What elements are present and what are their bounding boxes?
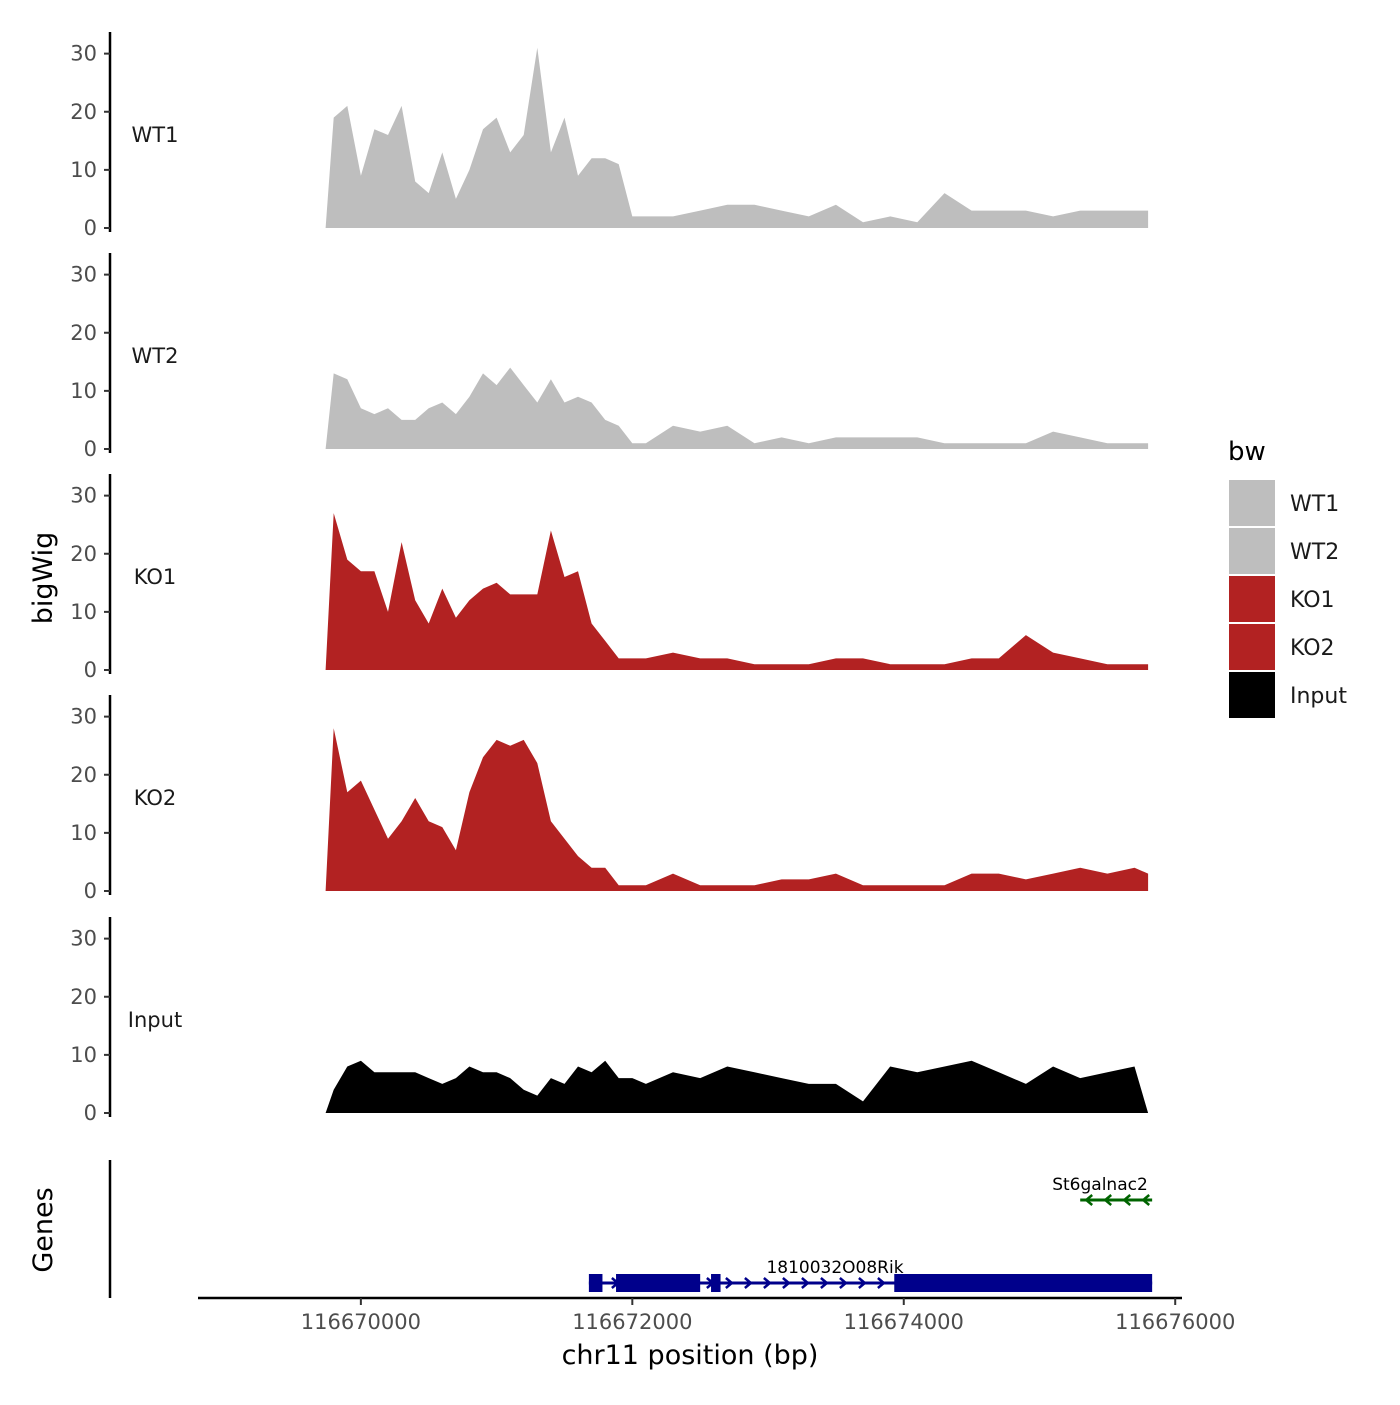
gene-exon [588,1274,603,1292]
legend-item-wt2: WT2 [1229,528,1339,574]
y-tick-label: 10 [70,821,97,845]
track-area-ko2 [325,728,1149,891]
strand-arrow [839,1277,848,1289]
legend-label: Input [1290,684,1347,709]
legend-item-input: Input [1229,672,1347,718]
x-axis-title: chr11 position (bp) [562,1340,819,1371]
track-label-input: Input [128,1008,182,1032]
track-panel-input: 0 10 20 30 Input [70,917,1149,1125]
track-area-wt1 [325,47,1149,228]
strand-arrow [820,1277,829,1289]
y-tick-label: 0 [84,879,97,903]
strand-arrow [763,1277,772,1289]
track-area-input [325,1060,1149,1113]
y-tick-label: 30 [70,927,97,951]
strand-arrow [744,1277,753,1289]
y-tick-label: 20 [70,763,97,787]
y-tick-label: 30 [70,42,97,66]
x-tick-label: 116670000 [301,1310,421,1334]
legend-swatch [1229,624,1275,670]
x-tick-label: 116676000 [1115,1310,1235,1334]
strand-arrow [877,1277,886,1289]
legend-title: bw [1228,437,1266,467]
legend-label: KO1 [1290,588,1335,613]
y-tick-label: 0 [84,216,97,240]
strand-arrow [782,1277,791,1289]
y-tick-label: 30 [70,263,97,287]
strand-arrow [1122,1194,1132,1206]
gene-exon [711,1274,721,1292]
track-area-wt2 [325,367,1149,449]
gene-exon [616,1274,701,1292]
strand-arrow [1084,1194,1094,1206]
gene-label: St6galnac2 [1052,1175,1148,1195]
legend-item-ko2: KO2 [1229,624,1335,670]
tracks-layer: 0 10 20 30 WT1 0 10 20 30 WT2 0 10 20 30 KO1 0 10 20 30 KO2… [70,32,1149,1125]
track-panel-ko1: 0 10 20 30 KO1 [70,474,1149,682]
y-tick-label: 20 [70,100,97,124]
track-area-ko1 [325,513,1149,670]
y-tick-label: 20 [70,321,97,345]
y-tick-label: 10 [70,600,97,624]
track-label-wt1: WT1 [132,123,179,147]
y-tick-label: 0 [84,437,97,461]
y-tick-label: 0 [84,1101,97,1125]
strand-arrow [858,1277,867,1289]
legend-swatch [1229,528,1275,574]
x-tick-label: 116674000 [844,1310,964,1334]
y-tick-label: 0 [84,658,97,682]
y-tick-label: 10 [70,379,97,403]
gene-label: 1810032O08Rik [766,1258,903,1278]
strand-arrow [801,1277,810,1289]
strand-arrow [1103,1194,1113,1206]
y-tick-label: 20 [70,542,97,566]
legend: WT1 WT2 KO1 KO2 Input [1229,480,1347,718]
track-label-wt2: WT2 [132,344,179,368]
y-tick-label: 30 [70,705,97,729]
track-label-ko2: KO2 [134,786,177,810]
y-tick-label: 10 [70,1043,97,1067]
gene-st6galnac2: St6galnac2 [1052,1175,1153,1206]
track-label-ko1: KO1 [134,565,177,589]
y-tick-label: 30 [70,484,97,508]
genes-layer: 1810032O08Rik St6galnac2 [108,1160,1153,1298]
legend-label: KO2 [1290,636,1335,661]
genes-axis-title: Genes [28,1187,59,1272]
gene-exon [894,1274,1153,1292]
track-panel-ko2: 0 10 20 30 KO2 [70,695,1149,903]
track-panel-wt1: 0 10 20 30 WT1 [70,32,1149,240]
strand-arrow [1141,1194,1151,1206]
y-tick-label: 20 [70,985,97,1009]
legend-swatch [1229,672,1275,718]
gene-1810032o08rik: 1810032O08Rik [588,1258,1153,1292]
x-tick-label: 116672000 [572,1310,692,1334]
legend-label: WT1 [1290,492,1339,517]
track-panel-wt2: 0 10 20 30 WT2 [70,253,1149,461]
legend-item-ko1: KO1 [1229,576,1335,622]
strand-arrow [725,1277,734,1289]
legend-swatch [1229,576,1275,622]
y-axis-title: bigWig [28,532,59,625]
legend-label: WT2 [1290,540,1339,565]
legend-item-wt1: WT1 [1229,480,1339,526]
x-axis: 116670000 116672000 116674000 116676000 [198,1296,1235,1334]
y-tick-label: 10 [70,158,97,182]
legend-swatch [1229,480,1275,526]
